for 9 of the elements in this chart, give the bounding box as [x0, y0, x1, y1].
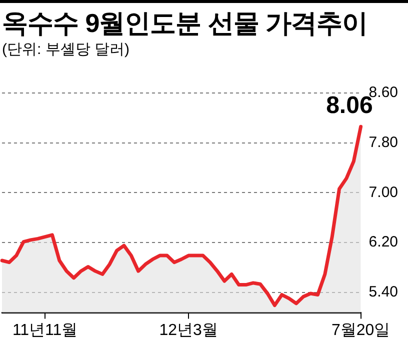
y-tick-label: 5.40	[368, 283, 398, 300]
y-tick-label: 7.80	[368, 134, 398, 151]
y-tick-label: 7.00	[368, 184, 398, 201]
chart-title: 옥수수 9월인도분 선물 가격추이	[2, 7, 368, 40]
chart-subtitle: (단위: 부셸당 달러)	[2, 40, 130, 59]
x-tick-label: 7월20일	[331, 322, 390, 339]
x-tick-label: 11년11월	[12, 322, 78, 339]
y-tick-label: 6.20	[368, 234, 398, 251]
x-tick-label: 12년3월	[159, 322, 218, 339]
